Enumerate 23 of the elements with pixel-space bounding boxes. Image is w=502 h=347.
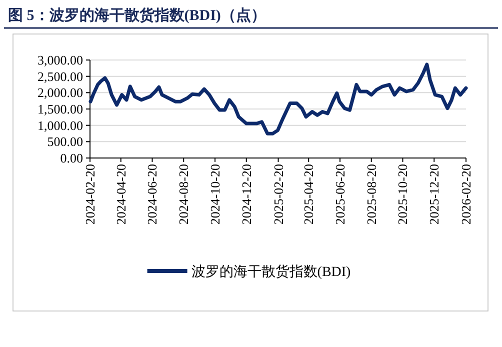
x-tick-label: 2025-02-20 — [270, 164, 286, 225]
y-tick-label: 2,500.00 — [38, 68, 83, 84]
line-series — [88, 62, 468, 136]
x-tick-label: 2026-02-20 — [458, 164, 474, 225]
y-tick-label: 3,000.00 — [38, 52, 83, 68]
y-tick-label: 0.00 — [60, 150, 83, 166]
y-tick-label: 1,500.00 — [38, 102, 83, 116]
x-tick-label: 2024-10-20 — [207, 164, 222, 225]
chart-title: 图 5：波罗的海干散货指数(BDI)（点） — [8, 7, 266, 24]
x-tick-label: 2025-04-20 — [301, 164, 316, 225]
x-tick-label: 2024-02-20 — [82, 164, 98, 225]
x-tick-label: 2025-10-20 — [395, 164, 410, 225]
legend-label: 波罗的海干散货指数(BDI) — [191, 264, 352, 280]
y-tick-label: 2,000.00 — [38, 85, 83, 100]
x-tick-label: 2025-06-20 — [332, 164, 348, 225]
x-tick-label: 2025-12-20 — [426, 164, 442, 225]
x-tick-label: 2024-08-20 — [176, 164, 192, 225]
x-tick-label: 2024-12-20 — [238, 164, 254, 225]
x-tick-label: 2025-08-20 — [364, 164, 379, 225]
x-tick-label: 2024-04-20 — [113, 164, 128, 225]
y-tick-label: 500.00 — [47, 134, 83, 150]
x-tick-label: 2024-06-20 — [144, 164, 160, 225]
y-tick-label: 1,000.00 — [38, 118, 83, 133]
